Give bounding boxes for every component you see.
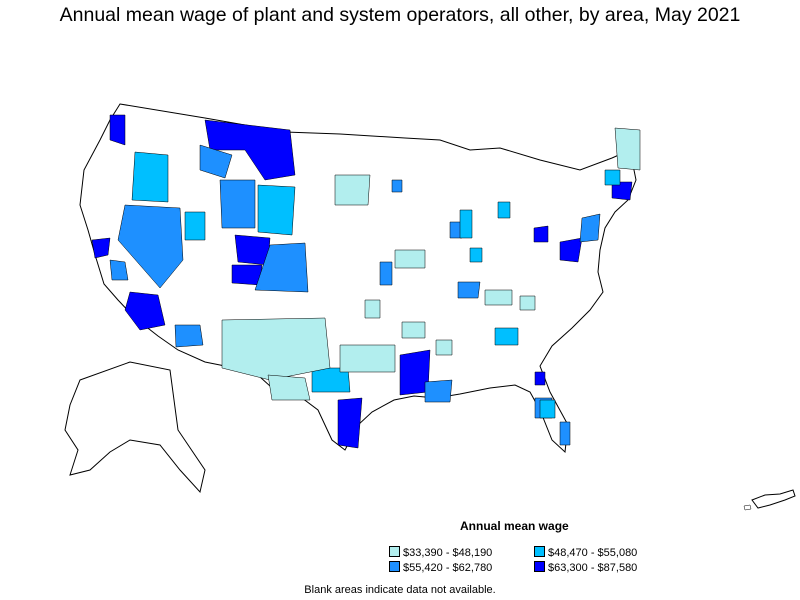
hawaii-islands bbox=[751, 489, 796, 509]
area-texas-gulf-coast bbox=[337, 397, 363, 449]
footnote: Blank areas indicate data not available. bbox=[304, 584, 496, 596]
legend-label-4: $63,300 - $87,580 bbox=[548, 562, 638, 574]
area-vermont bbox=[604, 169, 621, 186]
legend-swatch-1 bbox=[389, 546, 400, 557]
area-mississippi-coast bbox=[424, 379, 453, 403]
area-texas-west bbox=[267, 374, 311, 401]
area-florida-central bbox=[539, 399, 556, 419]
wage-areas bbox=[91, 114, 641, 449]
area-east-texas bbox=[311, 367, 351, 393]
area-massachusetts bbox=[611, 181, 633, 201]
legend-item-3: $55,420 - $62,780 bbox=[389, 561, 492, 574]
legend-item-4: $63,300 - $87,580 bbox=[534, 561, 637, 574]
area-dakota-minnesota bbox=[334, 174, 371, 206]
area-tennessee bbox=[494, 327, 519, 346]
area-missouri bbox=[469, 247, 483, 263]
area-new-mexico-texas bbox=[221, 317, 331, 381]
area-illinois bbox=[459, 209, 473, 239]
legend-label-3: $55,420 - $62,780 bbox=[403, 562, 493, 574]
area-utah bbox=[184, 211, 206, 241]
puerto-rico bbox=[743, 504, 752, 511]
area-idaho bbox=[199, 144, 233, 179]
area-arizona-south bbox=[174, 324, 204, 348]
area-kansas bbox=[379, 261, 393, 286]
area-georgia-coast bbox=[534, 371, 546, 386]
legend-title: Annual mean wage bbox=[460, 519, 569, 533]
legend-swatch-3 bbox=[389, 561, 400, 572]
area-washington-west bbox=[109, 114, 126, 146]
area-maryland bbox=[559, 237, 583, 263]
area-southern-california bbox=[124, 291, 166, 331]
area-kentucky bbox=[457, 281, 481, 299]
map-title: Annual mean wage of plant and system ope… bbox=[59, 4, 741, 26]
area-colorado-east bbox=[254, 242, 309, 293]
area-missouri-south bbox=[364, 299, 381, 319]
alaska-outline bbox=[64, 361, 206, 494]
area-southern-new-jersey bbox=[579, 213, 601, 243]
legend-swatch-2 bbox=[534, 546, 545, 557]
area-maine bbox=[614, 127, 641, 171]
area-alabama bbox=[435, 339, 453, 356]
area-kentucky-east bbox=[484, 289, 513, 306]
area-iowa bbox=[391, 179, 403, 193]
area-nebraska-iowa bbox=[394, 249, 426, 269]
legend-swatch-4 bbox=[534, 561, 545, 572]
legend-item-1: $33,390 - $48,190 bbox=[389, 546, 492, 559]
legend-label-1: $33,390 - $48,190 bbox=[403, 547, 493, 559]
area-wyoming-east bbox=[257, 184, 296, 236]
area-oregon-east bbox=[131, 151, 169, 203]
area-nevada bbox=[117, 204, 184, 289]
area-michigan bbox=[497, 201, 511, 219]
area-san-francisco-bay bbox=[91, 237, 111, 259]
area-arkansas bbox=[401, 321, 426, 339]
legend-label-2: $48,470 - $55,080 bbox=[548, 547, 638, 559]
area-oklahoma bbox=[339, 344, 396, 373]
area-wyoming-west bbox=[219, 179, 256, 229]
area-florida-southeast bbox=[559, 421, 571, 446]
area-nevada-south bbox=[109, 259, 129, 281]
area-virginia-west bbox=[519, 295, 536, 311]
legend-item-2: $48,470 - $55,080 bbox=[534, 546, 637, 559]
area-ohio bbox=[533, 225, 549, 243]
